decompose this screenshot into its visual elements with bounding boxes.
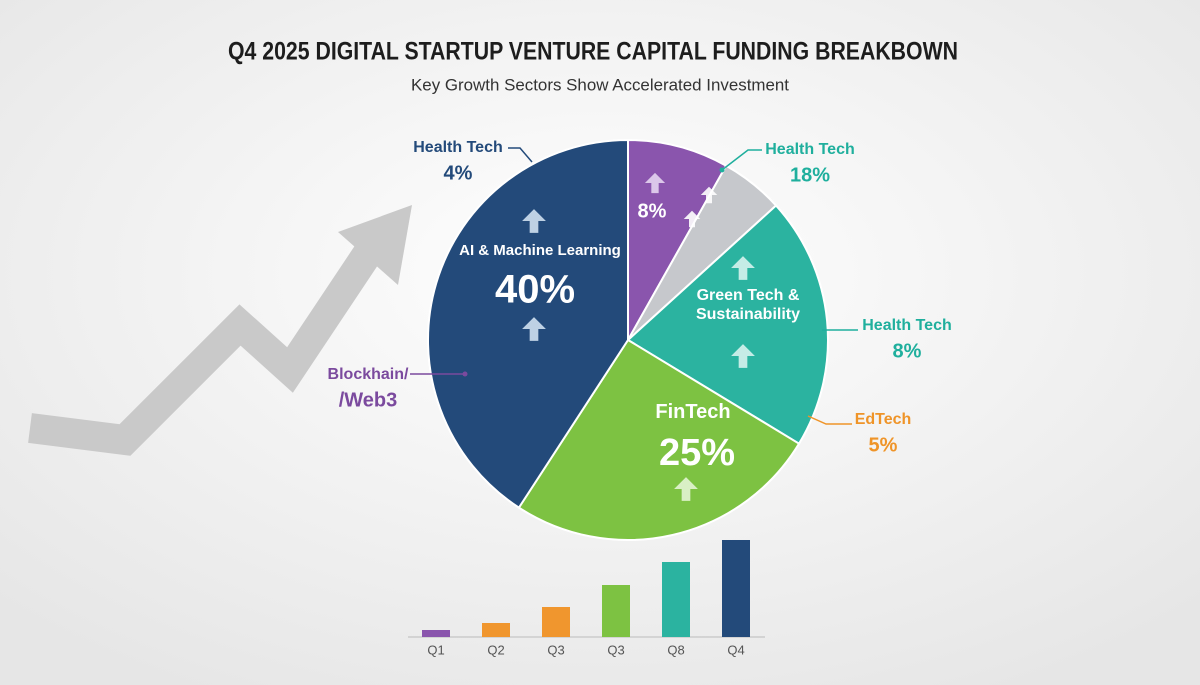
- annotation: 4%: [444, 162, 473, 184]
- annotation: Health Tech: [765, 141, 855, 158]
- pie-slice: [517, 338, 801, 541]
- slice-value-label: 40%: [495, 268, 575, 312]
- annotation: Health Tech: [413, 139, 503, 156]
- bar: [482, 623, 510, 637]
- pie-slice: [626, 204, 829, 446]
- bar: [662, 562, 690, 637]
- annotation: 18%: [790, 164, 830, 186]
- slice-label-box: FinTech: [655, 401, 731, 423]
- x-tick-label: Q3: [547, 642, 564, 657]
- slice-value-label: 8%: [638, 200, 667, 222]
- slice-label: FinTech: [655, 401, 731, 423]
- x-tick-label: Q4: [727, 642, 744, 657]
- annotation: 5%: [869, 434, 898, 456]
- annotation: /Web3: [339, 389, 398, 411]
- bar-chart: Q1 Q2 Q3 Q3 Q8 Q4: [408, 540, 765, 657]
- annotation: EdTech: [855, 411, 912, 428]
- annotations: Health Tech 4% Health Tech 18% Health Tech 8%…: [328, 139, 952, 456]
- annotation: Blockhain/: [328, 366, 409, 383]
- callout-lines: [410, 147, 858, 425]
- bar: [722, 540, 750, 637]
- chart-subtitle: Key Growth Sectors Show Accelerated Inve…: [411, 75, 789, 94]
- slice-label-box: AI & Machine Learning: [459, 242, 621, 259]
- bar: [422, 630, 450, 637]
- slice-value-label: 25%: [659, 432, 735, 474]
- x-tick-label: Q1: [427, 642, 444, 657]
- x-tick-label: Q3: [607, 642, 624, 657]
- slice-label: AI & Machine Learning: [459, 242, 621, 259]
- annotation: Health Tech: [862, 317, 952, 334]
- slice-label: Green Tech & Sustainability: [695, 287, 801, 324]
- x-tick-label: Q2: [487, 642, 504, 657]
- growth-arrow: [28, 205, 412, 456]
- x-tick-label: Q8: [667, 642, 684, 657]
- annotation: 8%: [893, 340, 922, 362]
- bar: [542, 607, 570, 637]
- chart-title: Q4 2025 DIGITAL STARTUP VENTURE CAPITAL …: [228, 38, 958, 66]
- bar: [602, 585, 630, 637]
- slice-label-box: Green Tech & Sustainability: [695, 287, 801, 324]
- pie: Green Tech & Sustainability FinTech AI & M…: [427, 138, 829, 541]
